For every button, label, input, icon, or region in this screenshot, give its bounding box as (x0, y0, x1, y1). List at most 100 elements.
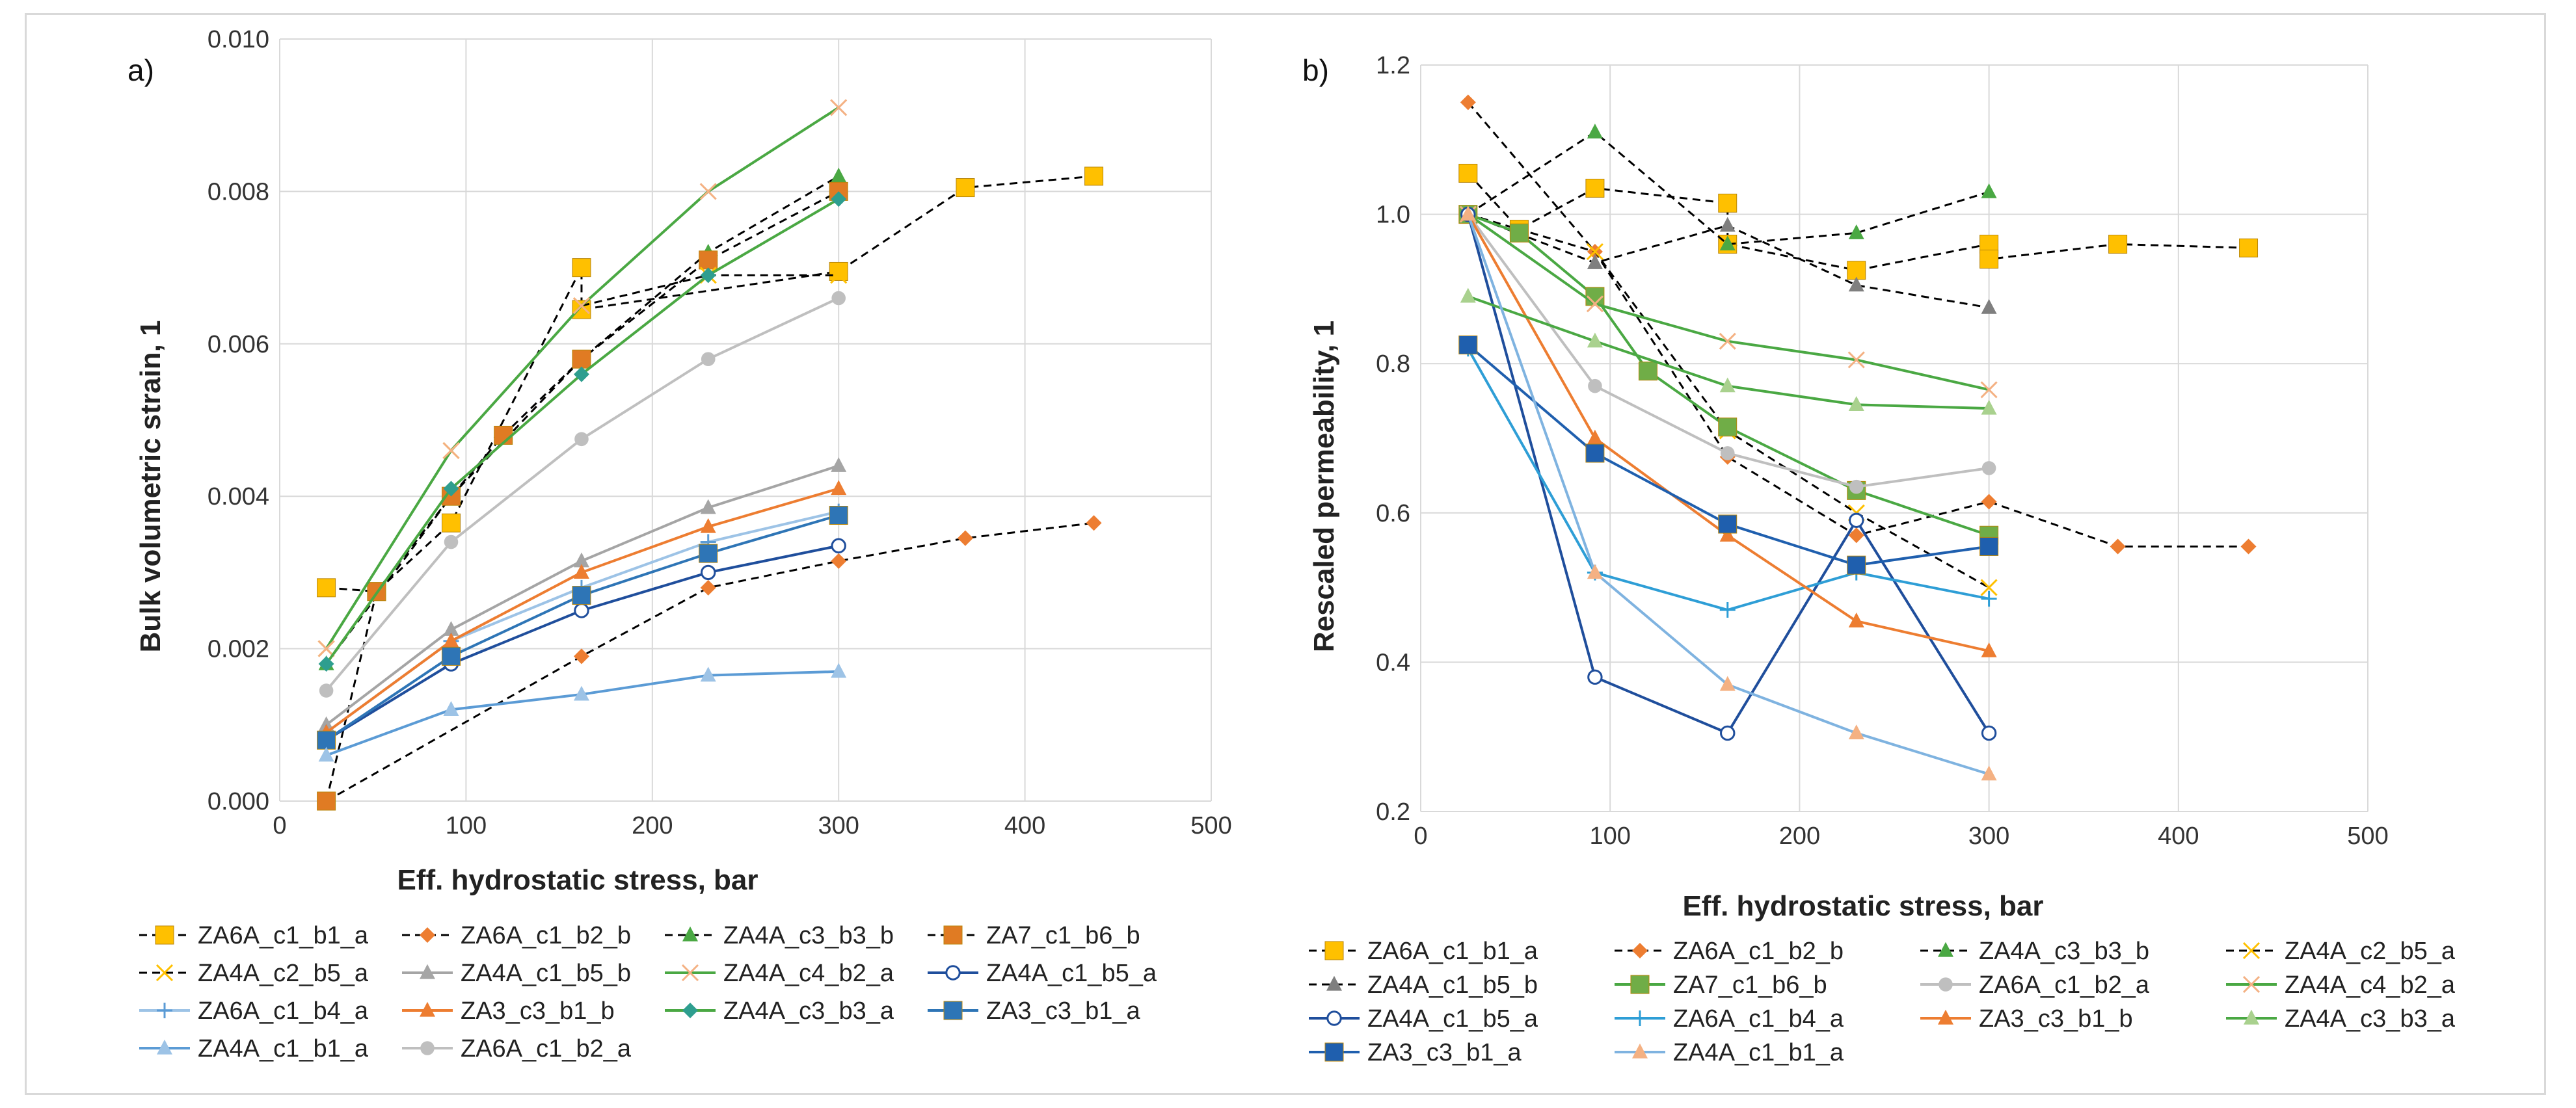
a-legend-item-za4a-c1-b5-b: ZA4A_c1_b5_b (402, 960, 631, 987)
a-point-za3-c3-b1-a (441, 646, 461, 666)
a-legend-item-za4a-c1-b1-a: ZA4A_c1_b1_a (139, 1035, 369, 1062)
a-point-za4a-c4-b2-a (699, 183, 717, 200)
a-legend-item-za3-c3-b1-b: ZA3_c3_b1_b (402, 997, 615, 1025)
b-legend-marker (1324, 941, 1344, 960)
b-legend-item-za6a-c1-b2-b: ZA6A_c1_b2_b (1615, 938, 1844, 965)
b-legend-marker (1939, 977, 1953, 992)
b-point-za6a-c1-b1-a (1718, 193, 1737, 213)
b-legend-label: ZA6A_c1_b4_a (1673, 1005, 1844, 1033)
b-x-tick-label: 400 (2158, 823, 2199, 850)
b-legend-item-za4a-c1-b5-b: ZA4A_c1_b5_b (1309, 971, 1538, 999)
a-line-za4a-c1-b1-a (325, 670, 839, 757)
a-line-za6a-c1-b2-b (325, 521, 1094, 802)
b-point-za6a-c1-b2-b (1981, 494, 1997, 510)
b-legend-label: ZA4A_c1_b1_a (1673, 1039, 1844, 1066)
b-point-za4a-c1-b1-a (1719, 676, 1736, 691)
a-point-za3-c3-b1-a (317, 730, 336, 750)
b-legend-marker (1938, 942, 1953, 957)
a-series-za4a-c1-b5-b (318, 457, 847, 732)
b-point-za7-c1-b6-b (1718, 417, 1737, 437)
b-point-za4a-c1-b1-a (1587, 564, 1603, 579)
a-legend-marker (943, 925, 963, 945)
a-legend-marker (157, 1039, 172, 1055)
a-point-za4a-c4-b2-a (830, 99, 848, 116)
a-legend-label: ZA6A_c1_b2_a (461, 1035, 632, 1062)
b-legend-item-za4a-c3-b3-b: ZA4A_c3_b3_b (1920, 938, 2149, 965)
a-point-za3-c3-b1-a (572, 586, 591, 605)
a-point-za4a-c3-b3-a (700, 267, 716, 284)
a-point-za6a-c1-b2-a (701, 352, 716, 367)
a-legend-marker (155, 964, 174, 982)
a-point-za6a-c1-b2-b (957, 530, 973, 546)
a-legend-item-za3-c3-b1-a: ZA3_c3_b1_a (928, 997, 1140, 1025)
b-legend-marker (1324, 1042, 1344, 1062)
b-point-za6a-c1-b1-a (2239, 238, 2259, 257)
a-legend-label: ZA4A_c3_b3_b (723, 922, 894, 949)
a-series-za6a-c1-b4-a (318, 503, 847, 741)
b-point-za6a-c1-b2-a (1720, 446, 1735, 460)
a-point-za4a-c3-b3-a (443, 481, 459, 497)
a-point-za6a-c1-b1-a (829, 261, 848, 281)
a-legend-marker (682, 1003, 698, 1018)
chart-a-volumetric-strain: a) 0.000 0.002 0.004 0.006 0.008 0.010 0 100 20… (127, 26, 1232, 1062)
chart-b-x-axis-title: Eff. hydrostatic stress, bar (1682, 890, 2043, 922)
b-legend-item-za4a-c2-b5-a: ZA4A_c2_b5_a (2226, 938, 2456, 965)
b-point-za3-c3-b1-b (1848, 613, 1864, 627)
a-x-tick-label: 0 (273, 812, 286, 839)
b-point-za4a-c1-b5-a (1720, 725, 1736, 741)
b-legend-label: ZA4A_c3_b3_b (1979, 938, 2149, 965)
b-x-tick-label: 0 (1414, 823, 1427, 850)
a-point-za6a-c1-b1-a (572, 258, 591, 278)
a-point-za6a-c1-b1-a (1084, 166, 1104, 186)
a-point-za7-c1-b6-b (699, 250, 718, 270)
b-legend-marker (1632, 943, 1648, 958)
a-point-za4a-c1-b1-a (318, 746, 334, 762)
a-legend-item-za6a-c1-b4-a: ZA6A_c1_b4_a (139, 997, 369, 1025)
a-point-za6a-c1-b2-a (574, 432, 589, 447)
b-point-za6a-c1-b4-a (1981, 590, 1997, 607)
a-point-za3-c3-b1-a (699, 544, 718, 563)
b-series-za4a-c4-b2-a (1459, 205, 1998, 399)
b-point-za4a-c4-b2-a (1719, 332, 1736, 350)
b-legend-item-za4a-c1-b5-a: ZA4A_c1_b5_a (1309, 1005, 1538, 1033)
b-point-za4a-c3-b3-a (1981, 399, 1997, 415)
a-series-za3-c3-b1-a (317, 506, 848, 750)
b-point-za4a-c1-b5-a (1849, 512, 1864, 528)
a-point-za4a-c4-b2-a (317, 640, 335, 657)
a-legend-marker (420, 1041, 435, 1055)
a-line-za4a-c3-b3-b (325, 175, 839, 665)
a-point-za4a-c1-b1-a (573, 685, 589, 701)
a-legend-label: ZA6A_c1_b2_b (461, 922, 631, 949)
b-y-tick-label: 0.2 (1376, 798, 1410, 826)
b-x-tick-label: 200 (1779, 823, 1820, 850)
a-point-za6a-c1-b2-b (573, 648, 589, 665)
chart-a-y-axis-title: Bulk volumetric strain, 1 (135, 320, 167, 652)
b-point-za4a-c4-b2-a (1980, 381, 1998, 399)
b-series-za3-c3-b1-a (1458, 336, 1999, 575)
b-x-tick-label: 100 (1589, 823, 1630, 850)
b-point-za6a-c1-b2-a (1588, 378, 1602, 393)
b-legend-label: ZA4A_c3_b3_a (2285, 1005, 2456, 1033)
a-legend-marker (420, 964, 435, 979)
b-legend-label: ZA6A_c1_b2_a (1979, 971, 2150, 999)
a-legend-label: ZA6A_c1_b1_a (198, 922, 369, 949)
a-y-tick-label: 0.010 (208, 26, 269, 53)
b-point-za4a-c4-b2-a (1586, 295, 1603, 313)
b-legend-item-za3-c3-b1-a: ZA3_c3_b1_a (1309, 1039, 1522, 1066)
a-legend-marker (943, 1001, 963, 1020)
a-legend-item-za4a-c4-b2-a: ZA4A_c4_b2_a (665, 960, 894, 987)
b-legend-label: ZA4A_c2_b5_a (2285, 938, 2456, 965)
b-legend-label: ZA6A_c1_b2_b (1673, 938, 1844, 965)
a-point-za6a-c1-b2-a (444, 534, 459, 549)
a-legend-label: ZA4A_c2_b5_a (198, 960, 369, 987)
a-point-za6a-c1-b2-a (319, 683, 334, 698)
b-point-za4a-c3-b3-a (1719, 377, 1736, 393)
b-point-za4a-c3-b3-b (1587, 124, 1603, 138)
b-legend-label: ZA3_c3_b1_a (1367, 1039, 1522, 1066)
a-point-za3-c3-b1-a (829, 506, 848, 525)
a-legend-label: ZA3_c3_b1_b (461, 997, 615, 1025)
b-legend-marker (1630, 975, 1650, 994)
a-legend-item-za4a-c3-b3-b: ZA4A_c3_b3_b (665, 922, 894, 949)
b-series-za4a-c1-b1-a (1460, 205, 1997, 781)
